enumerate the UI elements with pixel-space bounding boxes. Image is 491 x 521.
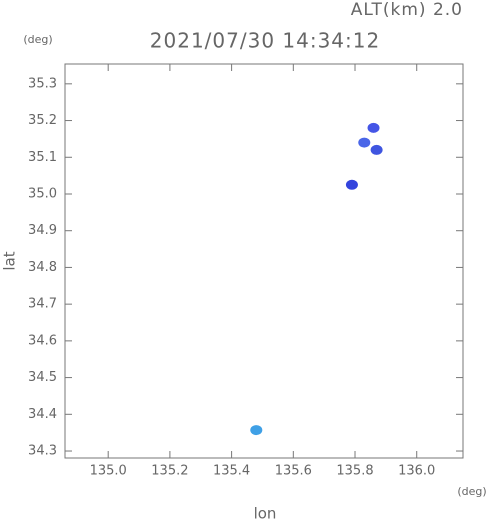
y-tick-label: 34.9	[28, 223, 57, 238]
y-tick-label: 35.3	[28, 76, 57, 91]
y-unit: (deg)	[23, 33, 52, 46]
y-axis-label: lat	[1, 251, 19, 270]
y-tick-label: 34.8	[28, 260, 57, 275]
x-tick-label: 135.6	[275, 464, 312, 479]
x-tick-label: 135.0	[90, 464, 127, 479]
x-unit: (deg)	[457, 485, 486, 498]
x-tick-label: 135.2	[151, 464, 188, 479]
y-tick-label: 34.4	[28, 407, 57, 422]
y-tick-label: 35.2	[28, 113, 57, 128]
echo-point	[370, 144, 383, 155]
y-tick-label: 34.3	[28, 444, 57, 459]
y-tick-label: 34.7	[28, 297, 57, 312]
echo-point	[358, 137, 371, 148]
x-tick-label: 135.4	[213, 464, 250, 479]
plot-frame	[64, 63, 464, 459]
y-tick-label: 35.0	[28, 186, 57, 201]
echo-point	[250, 425, 263, 436]
altitude-label: ALT(km) 2.0	[351, 0, 463, 20]
x-axis-label: lon	[254, 505, 277, 521]
y-tick-label: 35.1	[28, 150, 57, 165]
x-tick-label: 136.0	[398, 464, 435, 479]
echo-point	[345, 179, 358, 190]
y-tick-label: 34.6	[28, 333, 57, 348]
chart-title: 2021/07/30 14:34:12	[150, 29, 380, 53]
x-tick-label: 135.8	[336, 464, 373, 479]
echo-point	[367, 122, 380, 133]
y-tick-label: 34.5	[28, 370, 57, 385]
